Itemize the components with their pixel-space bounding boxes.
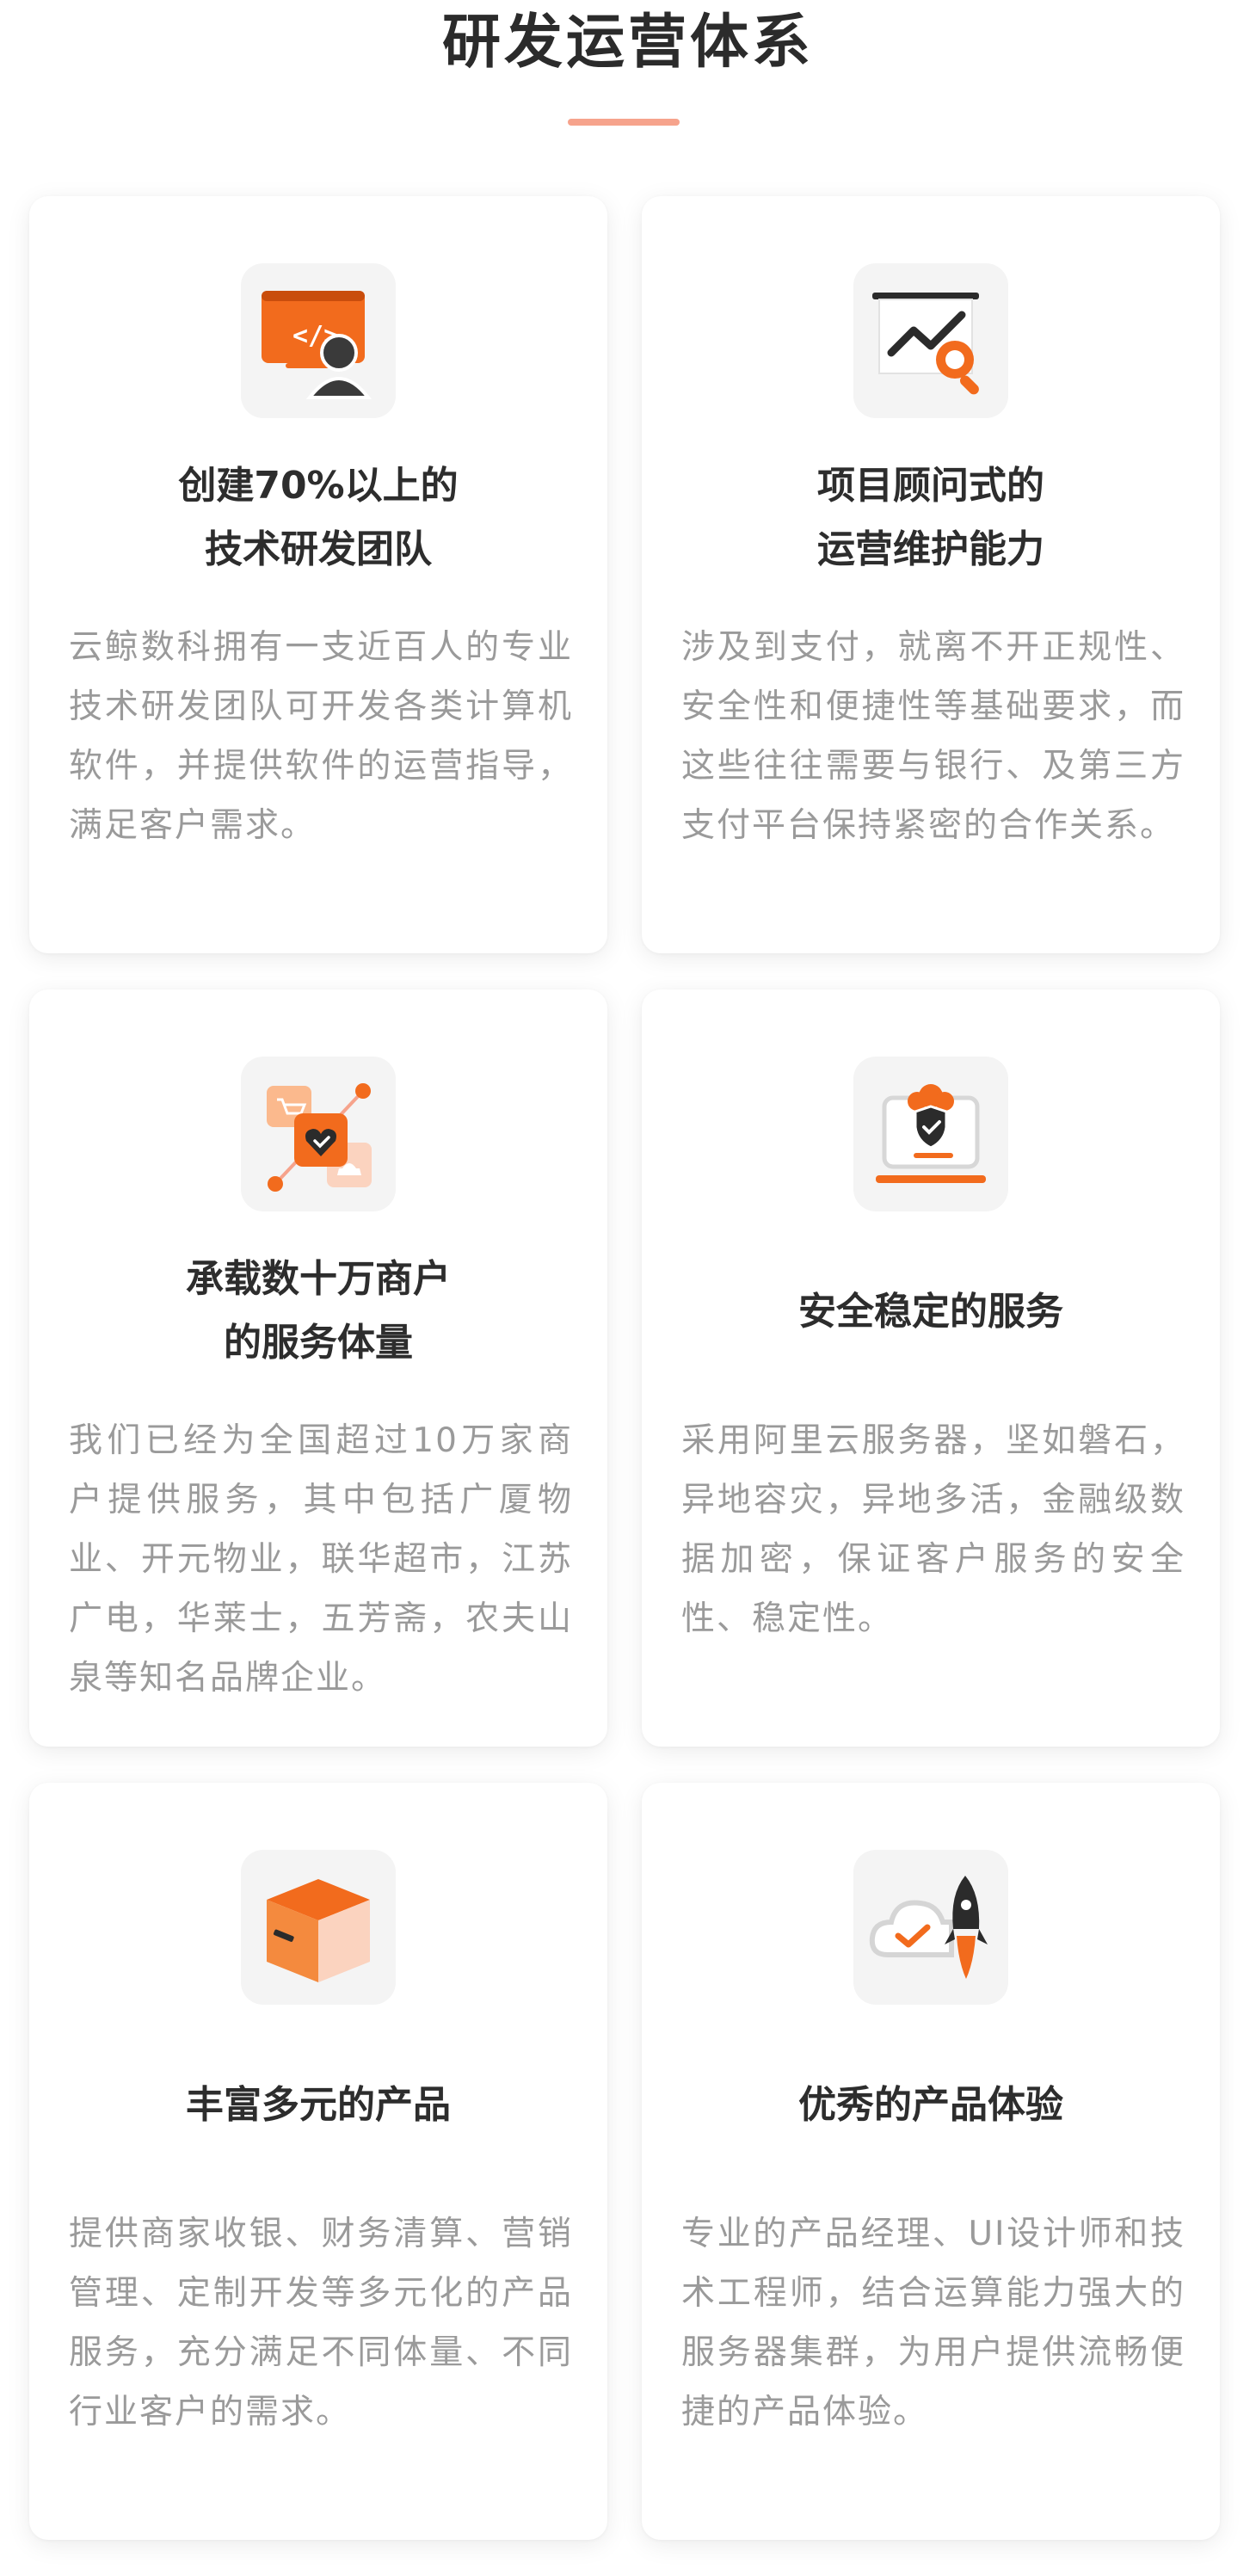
card-description: 我们已经为全国超过10万家商户提供服务，其中包括广厦物业、开元物业，联华超市，江… [69, 1421, 573, 1698]
feature-card-secure-service: 安全稳定的服务 采用阿里云服务器，坚如磐石，异地容灾，异地多活，金融级数据加密，… [642, 989, 1220, 1747]
card-description: 采用阿里云服务器，坚如磐石，异地容灾，异地多活，金融级数据加密，保证客户服务的安… [681, 1421, 1185, 1638]
card-title: 安全稳定的服务 [798, 1290, 1063, 1334]
card-title-line: 运营维护能力 [817, 527, 1044, 571]
card-description: 涉及到支付，就离不开正规性、安全性和便捷性等基础要求，而这些往往需要与银行、及第… [681, 628, 1185, 845]
card-description: 专业的产品经理、UI设计师和技术工程师，结合运算能力强大的服务器集群，为用户提供… [681, 2215, 1185, 2431]
card-title-line: 承载数十万商户 [186, 1257, 451, 1301]
feature-card-rd-team: </> 创建70%以上的 技术研发团队 云鲸数科拥有一支近百人的专业技术研发团队… [29, 196, 607, 953]
card-title: 承载数十万商户 的服务体量 [55, 1248, 582, 1375]
card-title: 项目顾问式的 运营维护能力 [668, 454, 1194, 582]
card-title: 创建70%以上的 技术研发团队 [55, 454, 582, 582]
card-title-line: 项目顾问式的 [817, 464, 1044, 508]
section-title: 研发运营体系 [441, 9, 814, 77]
card-title-line: 创建70%以上的 [178, 464, 459, 508]
card-title: 丰富多元的产品 [186, 2083, 451, 2127]
cloud-rocket-icon [853, 1850, 1008, 2005]
card-title-line: 技术研发团队 [205, 527, 432, 571]
feature-card-merchant-scale: 承载数十万商户 的服务体量 我们已经为全国超过10万家商户提供服务，其中包括广厦… [29, 989, 607, 1747]
card-title-line: 的服务体量 [224, 1321, 413, 1365]
title-underline [568, 119, 680, 126]
card-description: 云鲸数科拥有一支近百人的专业技术研发团队可开发各类计算机软件，并提供软件的运营指… [69, 628, 573, 845]
product-box-icon [241, 1850, 396, 2005]
chart-search-icon [853, 263, 1008, 418]
merchant-network-icon [241, 1057, 396, 1211]
secure-server-icon [853, 1057, 1008, 1211]
feature-card-ops-consulting: 项目顾问式的 运营维护能力 涉及到支付，就离不开正规性、安全性和便捷性等基础要求… [642, 196, 1220, 953]
feature-card-product-experience: 优秀的产品体验 专业的产品经理、UI设计师和技术工程师，结合运算能力强大的服务器… [642, 1783, 1220, 2540]
code-developer-icon: </> [241, 263, 396, 418]
card-description: 提供商家收银、财务清算、营销管理、定制开发等多元化的产品服务，充分满足不同体量、… [69, 2215, 573, 2431]
card-title: 优秀的产品体验 [798, 2083, 1063, 2127]
feature-card-diverse-products: 丰富多元的产品 提供商家收银、财务清算、营销管理、定制开发等多元化的产品服务，充… [29, 1783, 607, 2540]
